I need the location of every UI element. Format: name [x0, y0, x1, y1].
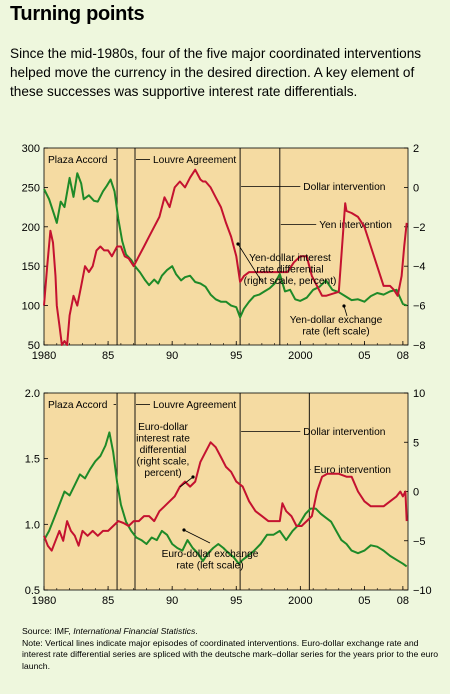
plot-area	[43, 147, 409, 346]
intervention-label: Plaza Accord	[48, 155, 108, 166]
intervention-label: Louvre Agreement	[153, 155, 236, 166]
plot-area	[43, 392, 409, 591]
annotation-leader-tip	[342, 304, 346, 308]
right-axis-tick-label: −4	[413, 261, 426, 273]
source-end: .	[195, 626, 198, 636]
series-annotation: Yen-dollar exchange rate (left scale)	[290, 315, 383, 338]
source-publication: International Financial Statistics	[73, 626, 196, 636]
x-axis-tick-label: 95	[230, 595, 242, 607]
right-axis-tick-label: −5	[413, 536, 426, 548]
right-axis-tick-label: −8	[413, 340, 426, 352]
x-axis-tick-label: 05	[358, 350, 370, 362]
yen-dollar-chart: 50 100 150 200 250 300 −8 −6 −4 −2 0 2 1980 85 90 95 200…	[22, 143, 426, 362]
source-label: Source: IMF,	[22, 626, 74, 636]
intervention-label: Dollar intervention	[303, 182, 385, 193]
intervention-label: Yen intervention	[319, 220, 392, 231]
annotation-leader-tip	[236, 242, 240, 246]
right-axis-tick-label: −10	[413, 585, 432, 597]
right-axis-tick-label: 2	[413, 143, 419, 155]
left-axis-tick-label: 150	[22, 261, 40, 273]
x-axis-tick-label: 1980	[32, 350, 56, 362]
right-axis-tick-label: 5	[413, 437, 419, 449]
x-axis-tick-label: 1980	[32, 595, 56, 607]
exchange-rate-line	[43, 172, 408, 319]
x-axis-tick-label: 90	[166, 350, 178, 362]
annotation-leader	[343, 305, 348, 317]
right-axis-tick-label: 0	[413, 182, 419, 194]
x-axis-tick-label: 90	[166, 595, 178, 607]
exchange-rate-line	[43, 431, 408, 568]
annotation-line: rate (left scale)	[176, 561, 243, 572]
left-axis-tick-label: 200	[22, 222, 40, 234]
x-axis-tick-label: 08	[397, 595, 409, 607]
annotation-line: differential	[140, 445, 187, 456]
left-axis-tick-label: 0.5	[25, 585, 40, 597]
annotation-line: Euro-dollar exchange	[162, 549, 259, 560]
annotation-leader	[179, 476, 194, 488]
annotation-line: (right scale, percent)	[244, 276, 337, 287]
annotation-line: Yen-dollar interest	[249, 253, 331, 264]
x-axis-tick-label: 05	[358, 595, 370, 607]
intervention-label: Louvre Agreement	[153, 400, 236, 411]
interest-differential-line	[43, 441, 408, 552]
right-axis-tick-label: 0	[413, 487, 419, 499]
intervention-label: Dollar intervention	[303, 427, 385, 438]
x-axis-tick-label: 2000	[288, 595, 312, 607]
annotation-line: rate differential	[256, 265, 323, 276]
left-axis-tick-label: 250	[22, 182, 40, 194]
x-axis-tick-label: 08	[397, 350, 409, 362]
annotation-line: Yen-dollar exchange	[290, 315, 383, 326]
left-axis-tick-label: 2.0	[25, 388, 40, 400]
x-axis-tick-label: 85	[102, 350, 114, 362]
left-axis-tick-label: 1.5	[25, 454, 40, 466]
note-text: Note: Vertical lines indicate major epis…	[22, 637, 439, 671]
source-note: Source: IMF, International Financial Sta…	[22, 626, 442, 672]
x-axis-tick-label: 85	[102, 595, 114, 607]
annotation-line: interest rate	[136, 434, 190, 445]
annotation-line: percent)	[144, 468, 181, 479]
annotation-leader-tip	[182, 528, 186, 532]
intervention-label: Plaza Accord	[48, 400, 108, 411]
annotation-line: (right scale,	[137, 457, 190, 468]
left-axis-tick-label: 50	[28, 340, 40, 352]
x-axis-tick-label: 2000	[288, 350, 312, 362]
annotation-leader-tip	[191, 475, 195, 479]
right-axis-tick-label: −2	[413, 222, 426, 234]
annotation-leader	[183, 529, 211, 544]
left-axis-tick-label: 100	[22, 301, 40, 313]
annotation-leader	[237, 243, 263, 283]
series-annotation: Euro-dollar exchange rate (left scale)	[162, 549, 259, 572]
intervention-label: Euro intervention	[314, 465, 391, 476]
figure-title: Turning points	[10, 3, 145, 25]
x-axis-tick-label: 95	[230, 350, 242, 362]
figure-subtitle: Since the mid-1980s, four of the five ma…	[10, 46, 422, 99]
left-axis-tick-label: 300	[22, 143, 40, 155]
series-annotation: Yen-dollar interest rate differential (rig…	[244, 253, 337, 287]
interest-differential-line	[43, 168, 408, 346]
right-axis-tick-label: −6	[413, 301, 426, 313]
series-annotation: Euro-dollar interest rate differential (rig…	[136, 422, 190, 479]
annotation-line: Euro-dollar	[138, 422, 188, 433]
left-axis-tick-label: 1.0	[25, 519, 40, 531]
annotation-line: rate (left scale)	[302, 327, 369, 338]
right-axis-tick-label: 10	[413, 388, 425, 400]
